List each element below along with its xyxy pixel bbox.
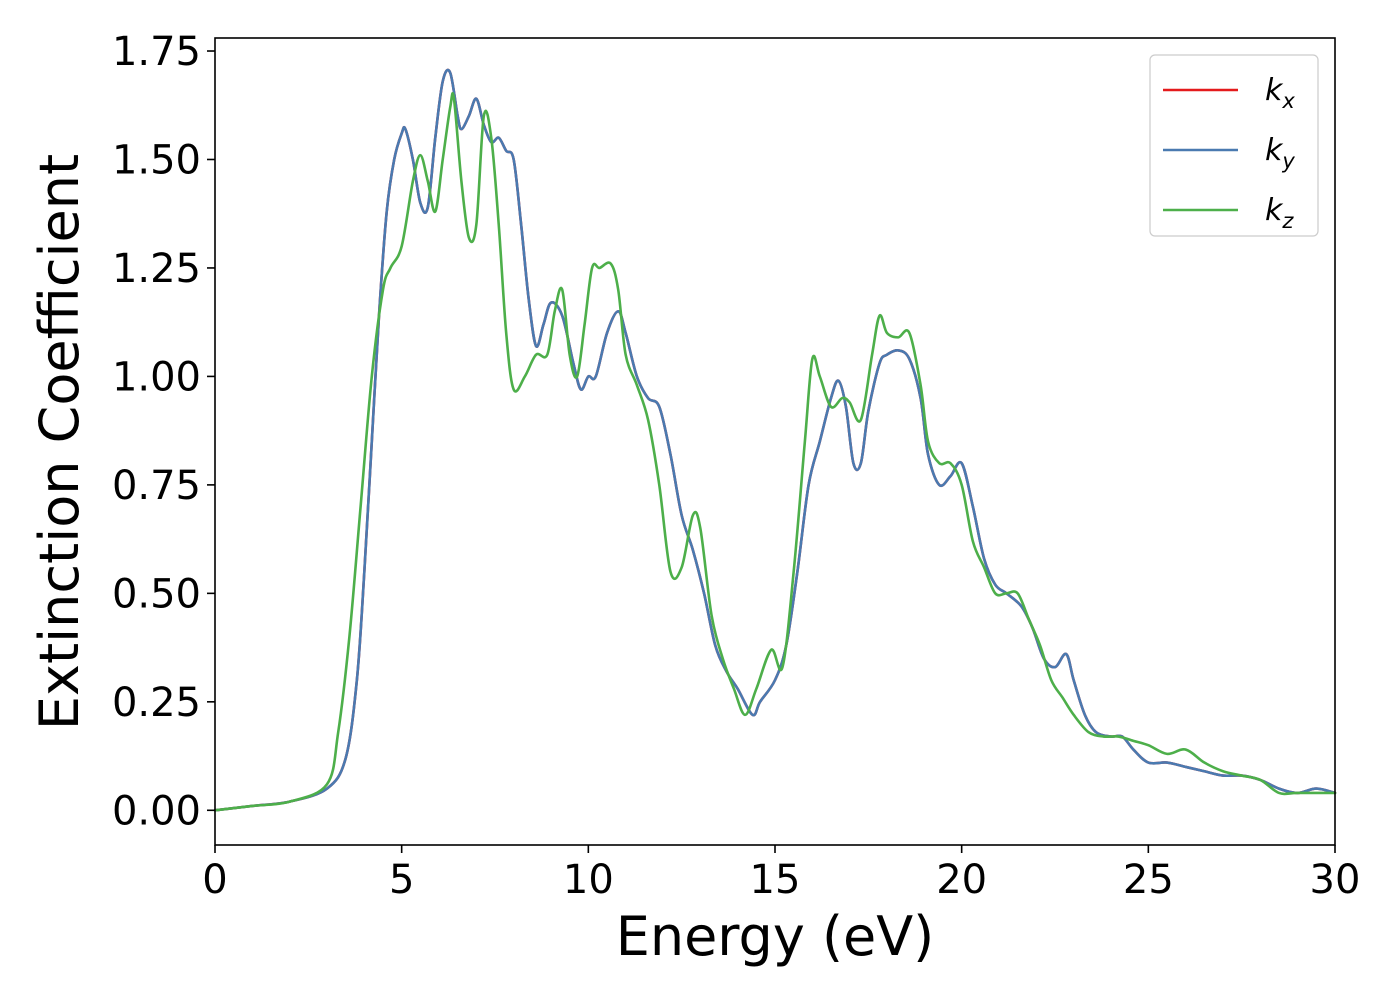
y-axis-title: Extinction Coefficient — [28, 154, 91, 730]
legend-label-y: ky — [1265, 133, 1295, 173]
series-layer — [213, 68, 1337, 812]
legend-entries: kx ky kz — [1163, 73, 1295, 233]
series-line-y — [213, 68, 1337, 812]
x-tick-label: 20 — [936, 857, 987, 903]
legend: kx ky kz — [1149, 54, 1319, 237]
x-tick-label: 25 — [1123, 857, 1174, 903]
x-axis-ticks: 0 5 10 15 20 25 30 — [202, 845, 1360, 903]
y-tick-label: 1.75 — [112, 29, 201, 75]
y-tick-label: 0.50 — [112, 571, 201, 617]
y-tick-label: 0.25 — [112, 680, 201, 726]
y-tick-label: 0.00 — [112, 788, 201, 834]
x-tick-label: 30 — [1310, 857, 1361, 903]
x-axis-title: Energy (eV) — [616, 905, 935, 968]
x-tick-label: 15 — [750, 857, 801, 903]
y-tick-label: 1.25 — [112, 246, 201, 292]
y-axis-ticks: 0.00 0.25 0.50 0.75 1.00 1.25 1.50 1.75 — [112, 29, 215, 834]
legend-label-z: kz — [1265, 193, 1294, 233]
legend-box — [1149, 54, 1319, 237]
y-tick-label: 1.50 — [112, 137, 201, 183]
y-tick-label: 0.75 — [112, 463, 201, 509]
x-tick-label: 5 — [389, 857, 414, 903]
series-line-z — [213, 92, 1337, 812]
x-tick-label: 10 — [563, 857, 614, 903]
legend-label-x: kx — [1265, 73, 1295, 113]
y-tick-label: 1.00 — [112, 354, 201, 400]
x-tick-label: 0 — [202, 857, 227, 903]
